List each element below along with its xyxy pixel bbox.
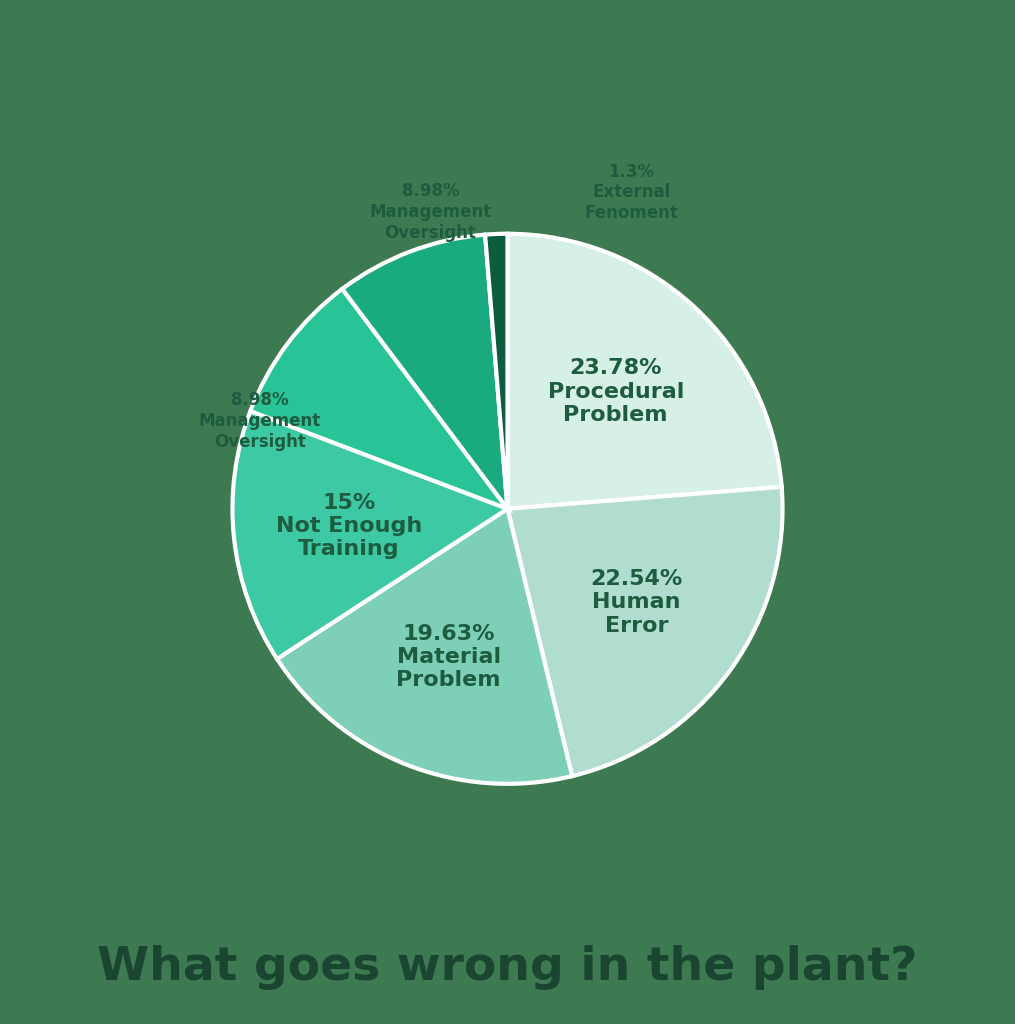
Text: What goes wrong in the plant?: What goes wrong in the plant? xyxy=(97,945,918,990)
Text: 22.54%
Human
Error: 22.54% Human Error xyxy=(591,569,683,636)
Text: 15%
Not Enough
Training: 15% Not Enough Training xyxy=(276,493,422,559)
Wedge shape xyxy=(232,411,508,658)
Wedge shape xyxy=(485,233,508,509)
Wedge shape xyxy=(251,289,508,509)
Text: 8.98%
Management
Oversight: 8.98% Management Oversight xyxy=(369,182,491,242)
Wedge shape xyxy=(342,234,508,509)
Text: 23.78%
Procedural
Problem: 23.78% Procedural Problem xyxy=(547,358,684,425)
Wedge shape xyxy=(508,233,782,509)
Wedge shape xyxy=(277,509,572,783)
Text: 1.3%
External
Fenoment: 1.3% External Fenoment xyxy=(585,163,678,222)
Text: 8.98%
Management
Oversight: 8.98% Management Oversight xyxy=(199,391,321,451)
Wedge shape xyxy=(508,486,783,776)
Text: 19.63%
Material
Problem: 19.63% Material Problem xyxy=(397,624,500,690)
